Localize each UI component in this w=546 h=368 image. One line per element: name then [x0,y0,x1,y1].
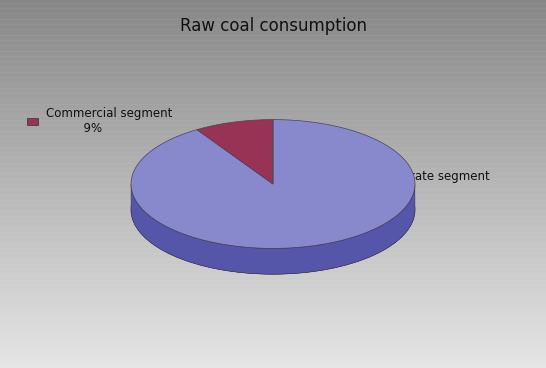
Polygon shape [197,120,273,184]
Text: □ Corporate segment
      91%: □ Corporate segment 91% [360,170,490,198]
Ellipse shape [131,145,415,274]
Polygon shape [131,120,415,248]
Text: Raw coal consumption: Raw coal consumption [180,17,366,35]
Text: Commercial segment
          9%: Commercial segment 9% [46,107,173,135]
Polygon shape [131,184,415,274]
Bar [27,118,38,125]
